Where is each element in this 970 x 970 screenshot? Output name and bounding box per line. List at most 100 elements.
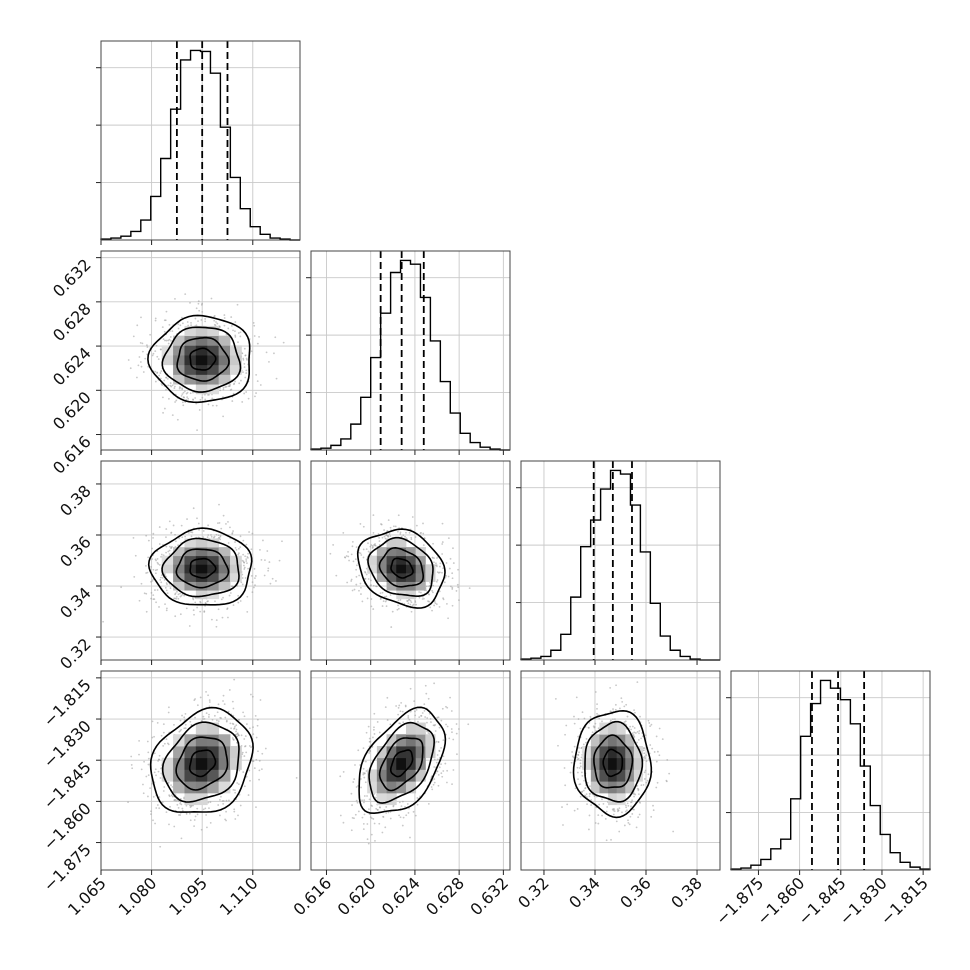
sample-point bbox=[633, 727, 636, 729]
sample-point bbox=[442, 770, 445, 772]
sample-point bbox=[441, 522, 444, 525]
sample-point bbox=[252, 726, 254, 729]
sample-point bbox=[373, 726, 375, 729]
sample-point bbox=[154, 350, 157, 353]
sample-point bbox=[447, 575, 450, 578]
sample-point bbox=[155, 601, 157, 604]
sample-point bbox=[229, 722, 232, 725]
sample-point bbox=[250, 350, 253, 353]
density-cell bbox=[415, 769, 426, 782]
sample-point bbox=[271, 577, 274, 580]
sample-point bbox=[241, 352, 244, 355]
x-tick-label: 0.36 bbox=[616, 873, 655, 912]
density-cell bbox=[173, 564, 185, 574]
sample-point bbox=[234, 818, 237, 820]
sample-point bbox=[636, 730, 639, 733]
density-cell bbox=[405, 564, 417, 574]
sample-point bbox=[601, 720, 603, 723]
sample-point bbox=[389, 535, 392, 538]
sample-point bbox=[597, 727, 600, 730]
sample-point bbox=[652, 809, 655, 812]
sample-point bbox=[455, 590, 458, 592]
sample-point bbox=[163, 742, 166, 745]
sample-point bbox=[365, 548, 368, 551]
sample-point bbox=[332, 544, 335, 546]
density-cell bbox=[582, 757, 592, 770]
sample-point bbox=[414, 710, 416, 713]
sample-point bbox=[225, 719, 228, 722]
sample-point bbox=[263, 574, 266, 577]
density-cell bbox=[207, 722, 220, 735]
density-cell bbox=[633, 757, 643, 770]
sample-point bbox=[422, 595, 424, 598]
sample-point bbox=[650, 815, 653, 818]
sample-point bbox=[387, 519, 390, 522]
density-cell bbox=[173, 781, 185, 794]
sample-point bbox=[168, 397, 170, 400]
sample-point bbox=[355, 546, 358, 548]
sample-point bbox=[625, 703, 628, 706]
sample-point bbox=[578, 767, 581, 769]
scatter-panel-1-4 bbox=[96, 670, 301, 875]
sample-point bbox=[278, 559, 281, 562]
sample-point bbox=[234, 725, 236, 728]
sample-point bbox=[179, 592, 181, 595]
sample-point bbox=[181, 401, 184, 404]
sample-point bbox=[231, 737, 234, 739]
sample-point bbox=[246, 358, 248, 361]
sample-point bbox=[369, 584, 372, 587]
sample-point bbox=[354, 813, 357, 816]
sample-point bbox=[154, 572, 157, 575]
sample-point bbox=[366, 597, 369, 600]
sample-point bbox=[351, 804, 353, 806]
contour-line bbox=[593, 734, 634, 789]
sample-point bbox=[133, 575, 136, 578]
density-cell bbox=[173, 335, 185, 346]
sample-point bbox=[202, 715, 205, 718]
density-cell bbox=[376, 564, 387, 574]
sample-point bbox=[159, 576, 162, 579]
sample-point bbox=[576, 756, 578, 759]
sample-point bbox=[351, 540, 354, 543]
sample-point bbox=[188, 625, 191, 627]
sample-point bbox=[384, 826, 387, 829]
density-cell bbox=[173, 355, 185, 366]
sample-point bbox=[168, 338, 171, 341]
sample-point bbox=[168, 549, 171, 552]
sample-point bbox=[451, 577, 454, 580]
sample-point bbox=[428, 585, 431, 588]
sample-point bbox=[627, 804, 630, 807]
sample-point bbox=[438, 565, 441, 568]
sample-point bbox=[350, 580, 353, 582]
sample-point bbox=[609, 710, 612, 713]
sample-point bbox=[190, 535, 193, 538]
sample-point bbox=[152, 568, 155, 571]
sample-point bbox=[643, 778, 646, 780]
sample-point bbox=[605, 810, 608, 813]
sample-point bbox=[375, 807, 378, 810]
x-tick-label: 0.628 bbox=[422, 873, 468, 919]
sample-point bbox=[246, 595, 249, 598]
sample-point bbox=[364, 760, 367, 763]
sample-point bbox=[588, 727, 590, 729]
sample-point bbox=[451, 783, 453, 785]
sample-point bbox=[186, 396, 189, 399]
sample-point bbox=[604, 817, 607, 820]
sample-point bbox=[156, 804, 159, 806]
sample-point bbox=[241, 401, 244, 403]
sample-point bbox=[381, 605, 384, 607]
density-cell bbox=[405, 572, 417, 582]
sample-point bbox=[231, 400, 234, 402]
sample-point bbox=[576, 808, 579, 810]
sample-point bbox=[192, 507, 195, 510]
sample-point bbox=[240, 379, 242, 382]
sample-point bbox=[628, 823, 631, 826]
panel-frame bbox=[730, 670, 931, 871]
density-cell bbox=[396, 564, 407, 574]
density-cell bbox=[386, 538, 397, 548]
sample-point bbox=[242, 357, 245, 360]
sample-point bbox=[171, 414, 174, 417]
sample-point bbox=[131, 767, 134, 770]
sample-point bbox=[370, 579, 372, 582]
sample-point bbox=[153, 735, 155, 738]
